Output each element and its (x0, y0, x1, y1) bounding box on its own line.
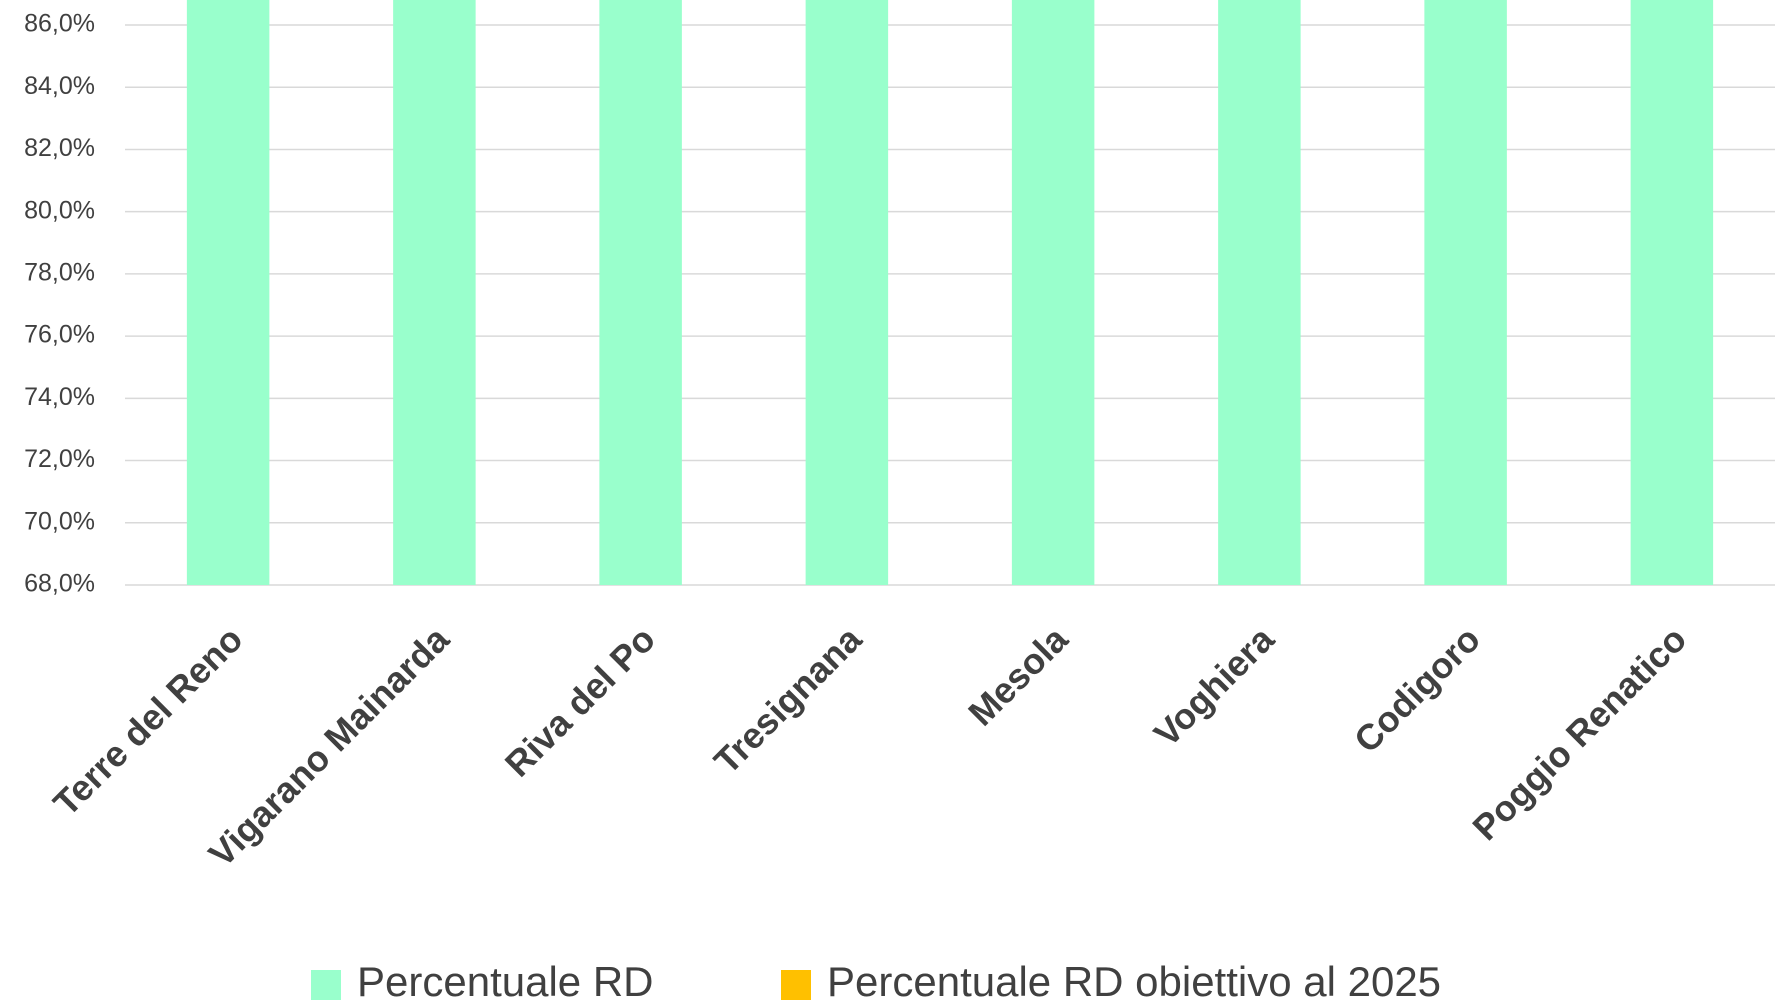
x-tick-label: Voghiera (1146, 618, 1283, 755)
y-tick-label: 86,0% (24, 10, 95, 38)
y-tick-label: 78,0% (24, 258, 95, 286)
y-tick-label: 74,0% (24, 383, 95, 411)
y-tick-label: 72,0% (24, 445, 95, 473)
bar-segment (186, 0, 270, 585)
bar-segment (1011, 0, 1095, 585)
x-tick-label: Riva del Po (497, 618, 663, 784)
bar-segment (1218, 0, 1301, 585)
bar-segment (393, 0, 476, 585)
legend-swatch (311, 970, 341, 1000)
x-tick-label: Mesola (960, 618, 1076, 734)
x-tick-label: Poggio Renatico (1464, 618, 1694, 848)
y-tick-label: 68,0% (24, 570, 95, 598)
bar-segment (805, 0, 889, 585)
legend-swatch (781, 970, 811, 1000)
y-tick-label: 70,0% (24, 507, 95, 535)
bar-segment (599, 0, 682, 585)
x-tick-label: Terre del Reno (45, 618, 250, 823)
x-tick-label: Codigoro (1346, 618, 1488, 760)
y-tick-label: 76,0% (24, 321, 95, 349)
bar-segment (1630, 0, 1714, 585)
legend-label: Percentuale RD obiettivo al 2025 (827, 958, 1441, 1004)
legend-label: Percentuale RD (357, 958, 653, 1004)
y-tick-label: 84,0% (24, 72, 95, 100)
y-tick-label: 82,0% (24, 134, 95, 162)
y-tick-label: 80,0% (24, 196, 95, 224)
x-tick-label: Tresignana (706, 618, 870, 782)
bar-segment (1424, 0, 1507, 585)
